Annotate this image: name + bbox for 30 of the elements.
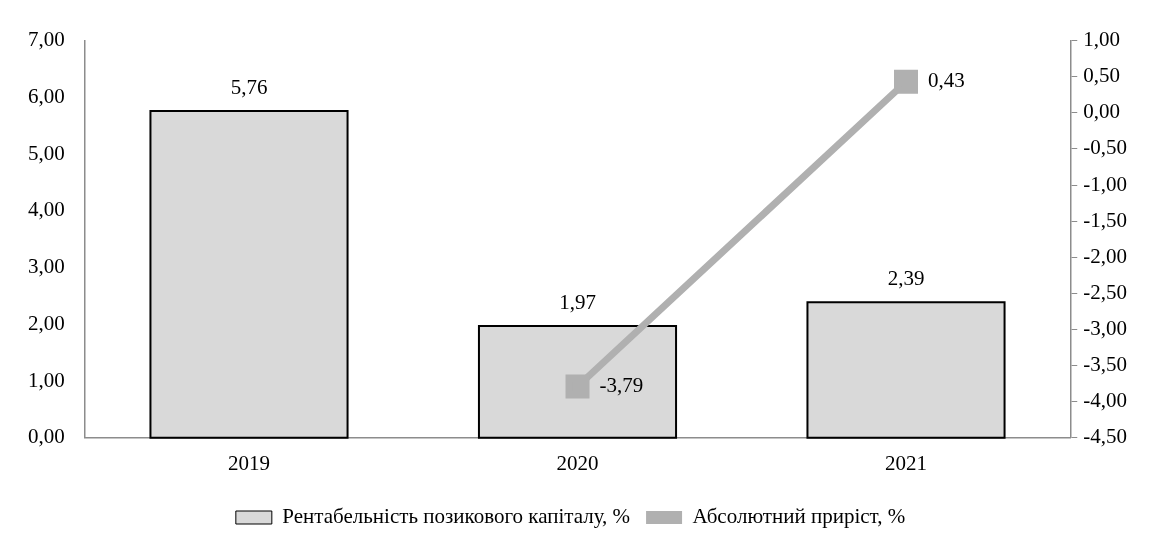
y-tick-label: 5,00	[28, 140, 65, 165]
y2-tick-label: 0,50	[1083, 63, 1121, 88]
y-tick-label: 0,00	[28, 424, 65, 449]
y2-tick-label: -2,00	[1083, 243, 1128, 268]
y-tick-label: 6,00	[28, 83, 65, 108]
legend-label: Абсолютний приріст, %	[692, 504, 906, 529]
y2-tick-label: -2,50	[1083, 279, 1128, 304]
y2-tick-label: -3,00	[1083, 315, 1128, 340]
y-tick-label: 2,00	[28, 310, 65, 335]
legend-label: Рентабельність позикового капіталу, %	[282, 504, 631, 529]
y-tick-label: 7,00	[28, 27, 65, 52]
y2-tick-label: -4,00	[1083, 388, 1128, 413]
y2-tick-label: -1,00	[1083, 171, 1128, 196]
y2-tick-label: 1,00	[1083, 27, 1121, 52]
data-label: -3,79	[599, 373, 644, 398]
y2-tick-label: -1,50	[1083, 207, 1128, 232]
data-label: 2,39	[887, 266, 925, 291]
data-label: 5,76	[230, 74, 268, 99]
y2-tick-label: 0,00	[1083, 99, 1121, 124]
x-tick-label: 2020	[556, 450, 599, 475]
y-tick-label: 1,00	[28, 367, 65, 392]
y2-tick-label: -4,50	[1083, 424, 1128, 449]
y2-tick-label: -0,50	[1083, 135, 1128, 160]
y2-tick-label: -3,50	[1083, 352, 1128, 377]
y-tick-label: 3,00	[28, 254, 65, 279]
x-tick-label: 2021	[885, 450, 928, 475]
x-tick-label: 2019	[228, 450, 270, 475]
data-label: 0,43	[928, 68, 965, 93]
data-label: 1,97	[559, 290, 596, 315]
y-tick-label: 4,00	[28, 197, 65, 222]
